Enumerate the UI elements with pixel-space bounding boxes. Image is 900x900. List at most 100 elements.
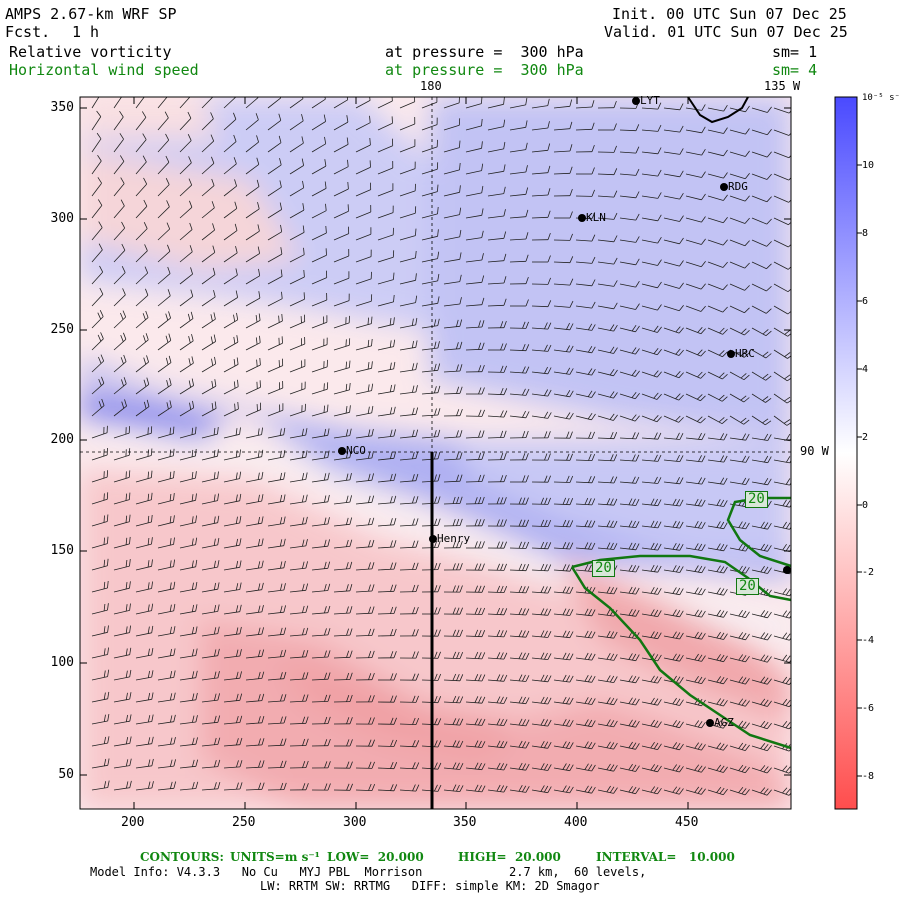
- wind-barb: [707, 679, 724, 685]
- wind-barb: [729, 173, 746, 180]
- wind-barb-feather: [191, 582, 194, 590]
- wind-barb: [575, 327, 592, 331]
- wind-barb-feather: [236, 335, 239, 343]
- wind-barb-feather: [170, 781, 173, 789]
- wind-barb: [641, 591, 658, 595]
- wind-barb: [267, 365, 283, 373]
- wind-barb: [91, 316, 104, 329]
- wind-barb: [531, 767, 548, 771]
- wind-barb-feather: [678, 349, 684, 356]
- wind-barb-feather: [305, 738, 309, 746]
- wind-barb-feather: [591, 542, 596, 550]
- wind-barb-feather: [525, 586, 530, 594]
- wind-barb: [113, 432, 130, 439]
- wind-barb: [399, 257, 416, 263]
- wind-barb: [553, 701, 570, 705]
- wind-barb-feather: [481, 342, 485, 350]
- wind-barb: [597, 723, 614, 728]
- wind-barb-feather: [283, 649, 287, 657]
- wind-barb-feather: [151, 670, 154, 678]
- wind-barb: [113, 316, 126, 329]
- wind-barb-feather: [258, 605, 261, 613]
- wind-barb-feather: [106, 514, 109, 522]
- wind-barb-feather: [327, 539, 330, 547]
- wind-barb-feather: [787, 355, 791, 359]
- wind-barb: [377, 122, 393, 131]
- wind-barb-feather: [518, 740, 523, 748]
- wind-barb: [685, 393, 701, 402]
- wind-barb: [685, 173, 702, 178]
- wind-barb-feather: [628, 741, 633, 749]
- wind-barb: [289, 187, 304, 197]
- wind-barb: [91, 138, 102, 153]
- wind-barb: [443, 214, 460, 219]
- wind-barb-feather: [562, 763, 567, 770]
- wind-barb-feather: [657, 499, 662, 506]
- wind-barb: [245, 522, 262, 527]
- wind-barb-feather: [744, 173, 750, 180]
- wind-barb-feather: [103, 692, 106, 700]
- wind-barb-feather: [518, 519, 522, 527]
- wind-barb-feather: [125, 559, 128, 567]
- wind-barb-feather: [700, 328, 706, 335]
- wind-barb-feather: [782, 499, 787, 507]
- wind-barb-feather: [481, 185, 484, 193]
- wind-barb: [465, 214, 482, 219]
- wind-barb-feather: [613, 520, 618, 528]
- wind-barb-feather: [456, 496, 460, 504]
- wind-barb-feather: [459, 319, 463, 327]
- wind-barb-feather: [99, 265, 104, 273]
- wind-barb: [289, 700, 307, 703]
- wind-barb: [157, 317, 171, 329]
- wind-barb-feather: [723, 677, 728, 685]
- wind-barb: [465, 481, 483, 483]
- wind-barb-feather: [98, 401, 102, 409]
- wind-barb: [91, 454, 108, 461]
- wind-barb-feather: [279, 450, 282, 458]
- wind-barb-feather: [437, 562, 441, 570]
- wind-barb: [311, 567, 328, 571]
- wind-barb-feather: [415, 407, 419, 415]
- wind-barb-feather: [547, 453, 551, 461]
- wind-barb: [751, 569, 768, 574]
- wind-barb-feather: [192, 759, 195, 767]
- wind-barb-feather: [587, 719, 593, 727]
- wind-barb-feather: [672, 764, 678, 771]
- wind-barb-feather: [412, 496, 415, 504]
- wind-barb: [421, 547, 439, 549]
- wind-barb: [355, 100, 371, 109]
- wind-barb-feather: [169, 378, 172, 385]
- wind-barb-feather: [302, 97, 304, 99]
- wind-barb: [245, 500, 262, 505]
- wind-barb-feather: [522, 741, 527, 748]
- wind-barb-feather: [679, 632, 684, 640]
- wind-barb-feather: [169, 400, 172, 408]
- wind-barb: [245, 678, 262, 681]
- wind-barb-feather: [678, 417, 684, 423]
- wind-barb-feather: [675, 587, 681, 595]
- wind-barb-feather: [635, 258, 640, 266]
- wind-barb-feather: [540, 674, 545, 682]
- wind-barb-feather: [716, 631, 721, 639]
- wind-barb: [773, 371, 788, 382]
- wind-barb-feather: [415, 740, 420, 747]
- contour-label: 20: [592, 560, 615, 577]
- wind-barb-feather: [415, 228, 417, 236]
- wind-barb-feather: [503, 785, 508, 793]
- wind-barb-feather: [259, 357, 261, 366]
- wind-barb-feather: [522, 475, 526, 483]
- wind-barb-feather: [191, 356, 194, 364]
- wind-barb: [685, 635, 702, 640]
- wind-barb: [135, 406, 150, 417]
- wind-barb-feather: [650, 609, 655, 616]
- wind-barb: [487, 304, 505, 307]
- station-marker: [338, 447, 346, 455]
- wind-barb-feather: [261, 693, 265, 701]
- wind-barb-feather: [456, 452, 459, 460]
- wind-barb-feather: [434, 740, 438, 747]
- wind-barb: [773, 591, 790, 597]
- wind-barb-feather: [697, 765, 703, 772]
- wind-barb-feather: [591, 653, 596, 661]
- wind-barb-feather: [101, 376, 105, 384]
- wind-barb-feather: [719, 521, 725, 529]
